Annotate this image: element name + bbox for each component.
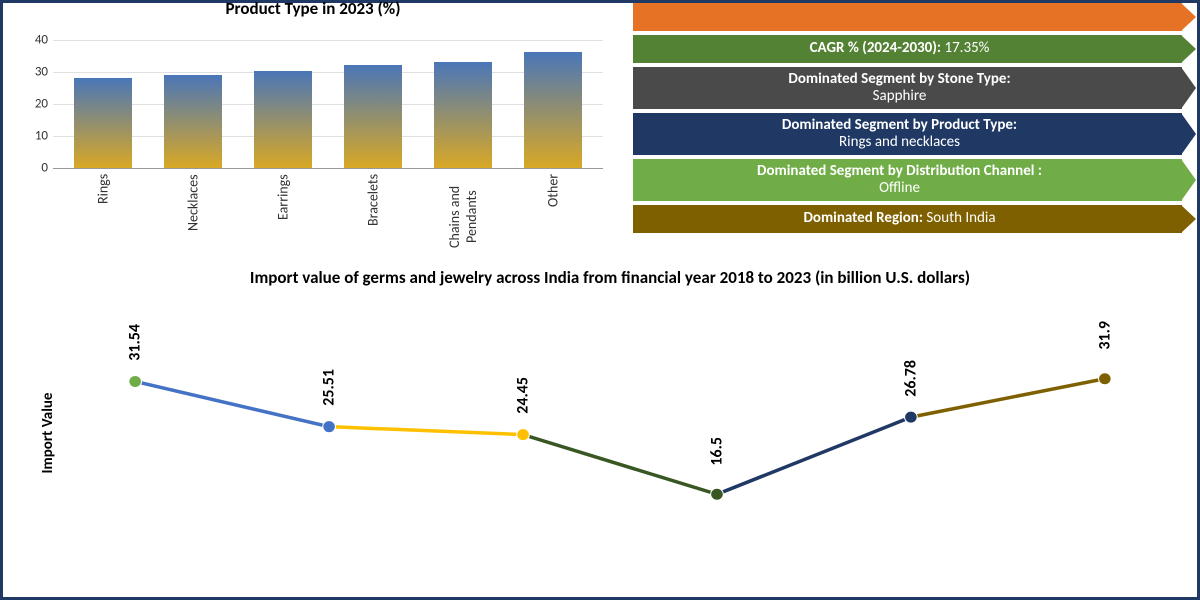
bar-x-label: Other	[524, 174, 582, 259]
line-marker	[905, 412, 918, 424]
bar	[74, 78, 132, 168]
line-data-label: 16.5	[707, 437, 726, 466]
info-banner: CAGR % (2024-2030): 17.35%	[633, 35, 1182, 63]
line-data-label: 24.45	[514, 377, 533, 414]
bar-x-label: Rings	[74, 174, 132, 259]
line-chart-section: Import value of germs and jewelry across…	[3, 263, 1197, 593]
line-data-label: 25.51	[320, 369, 339, 406]
bar	[254, 71, 312, 168]
line-segment	[135, 382, 329, 427]
banner-value: South India	[926, 210, 995, 227]
bar-y-tick: 0	[41, 161, 48, 176]
banner-label: CAGR % (2024-2030):	[810, 40, 941, 57]
info-banner: Dominated Segment by Product Type:Rings …	[633, 113, 1182, 155]
line-marker	[1099, 373, 1112, 385]
bar-y-tick: 10	[35, 129, 48, 144]
line-data-label: 26.78	[901, 360, 920, 397]
bar-x-label: Necklaces	[164, 174, 222, 259]
bar-y-tick: 40	[35, 33, 48, 48]
bar	[164, 75, 222, 168]
banner-label: Dominated Segment by Distribution Channe…	[757, 162, 1042, 180]
bar-chart-plot: 010203040	[53, 24, 603, 169]
line-y-axis-label: Import Value	[39, 393, 57, 474]
bar	[524, 52, 582, 168]
line-marker	[711, 489, 724, 501]
bar	[344, 65, 402, 168]
banner-label: Dominated Segment by Product Type:	[782, 116, 1017, 134]
bar	[434, 62, 492, 168]
info-banner	[633, 3, 1182, 31]
line-data-label: 31.54	[126, 324, 145, 361]
line-marker	[323, 421, 336, 433]
line-marker	[129, 376, 142, 388]
bar-y-tick: 20	[35, 97, 48, 112]
line-segment	[523, 435, 717, 495]
line-data-label: 31.9	[1095, 321, 1114, 350]
banner-value: 17.35%	[944, 40, 989, 57]
line-chart-plot: Import Value 31.5425.5124.4516.526.7831.…	[53, 303, 1167, 523]
bar-x-label: Earrings	[254, 174, 312, 259]
info-banner: Dominated Segment by Stone Type:Sapphire	[633, 67, 1182, 109]
line-segment	[911, 379, 1105, 417]
banner-value: Offline	[879, 180, 920, 197]
banner-label: Dominated Segment by Stone Type:	[788, 70, 1010, 88]
info-banners: CAGR % (2024-2030): 17.35% Dominated Segm…	[623, 3, 1197, 263]
bar-y-tick: 30	[35, 65, 48, 80]
banner-value: Rings and necklaces	[839, 134, 960, 151]
bar-chart: Product Type in 2023 (%) 010203040 Rings…	[3, 3, 623, 263]
info-banner: Dominated Segment by Distribution Channe…	[633, 159, 1182, 201]
line-marker	[517, 429, 530, 441]
banner-label: Dominated Region:	[803, 210, 923, 227]
bar-x-label: Chains and Pendants	[434, 174, 492, 259]
bar-chart-title: Product Type in 2023 (%)	[23, 0, 603, 19]
line-segment	[717, 418, 911, 495]
bar-x-label: Bracelets	[344, 174, 402, 259]
line-segment	[329, 427, 523, 435]
line-chart-title: Import value of germs and jewelry across…	[133, 268, 1087, 288]
info-banner: Dominated Region: South India	[633, 205, 1182, 233]
banner-value: Sapphire	[873, 88, 927, 105]
